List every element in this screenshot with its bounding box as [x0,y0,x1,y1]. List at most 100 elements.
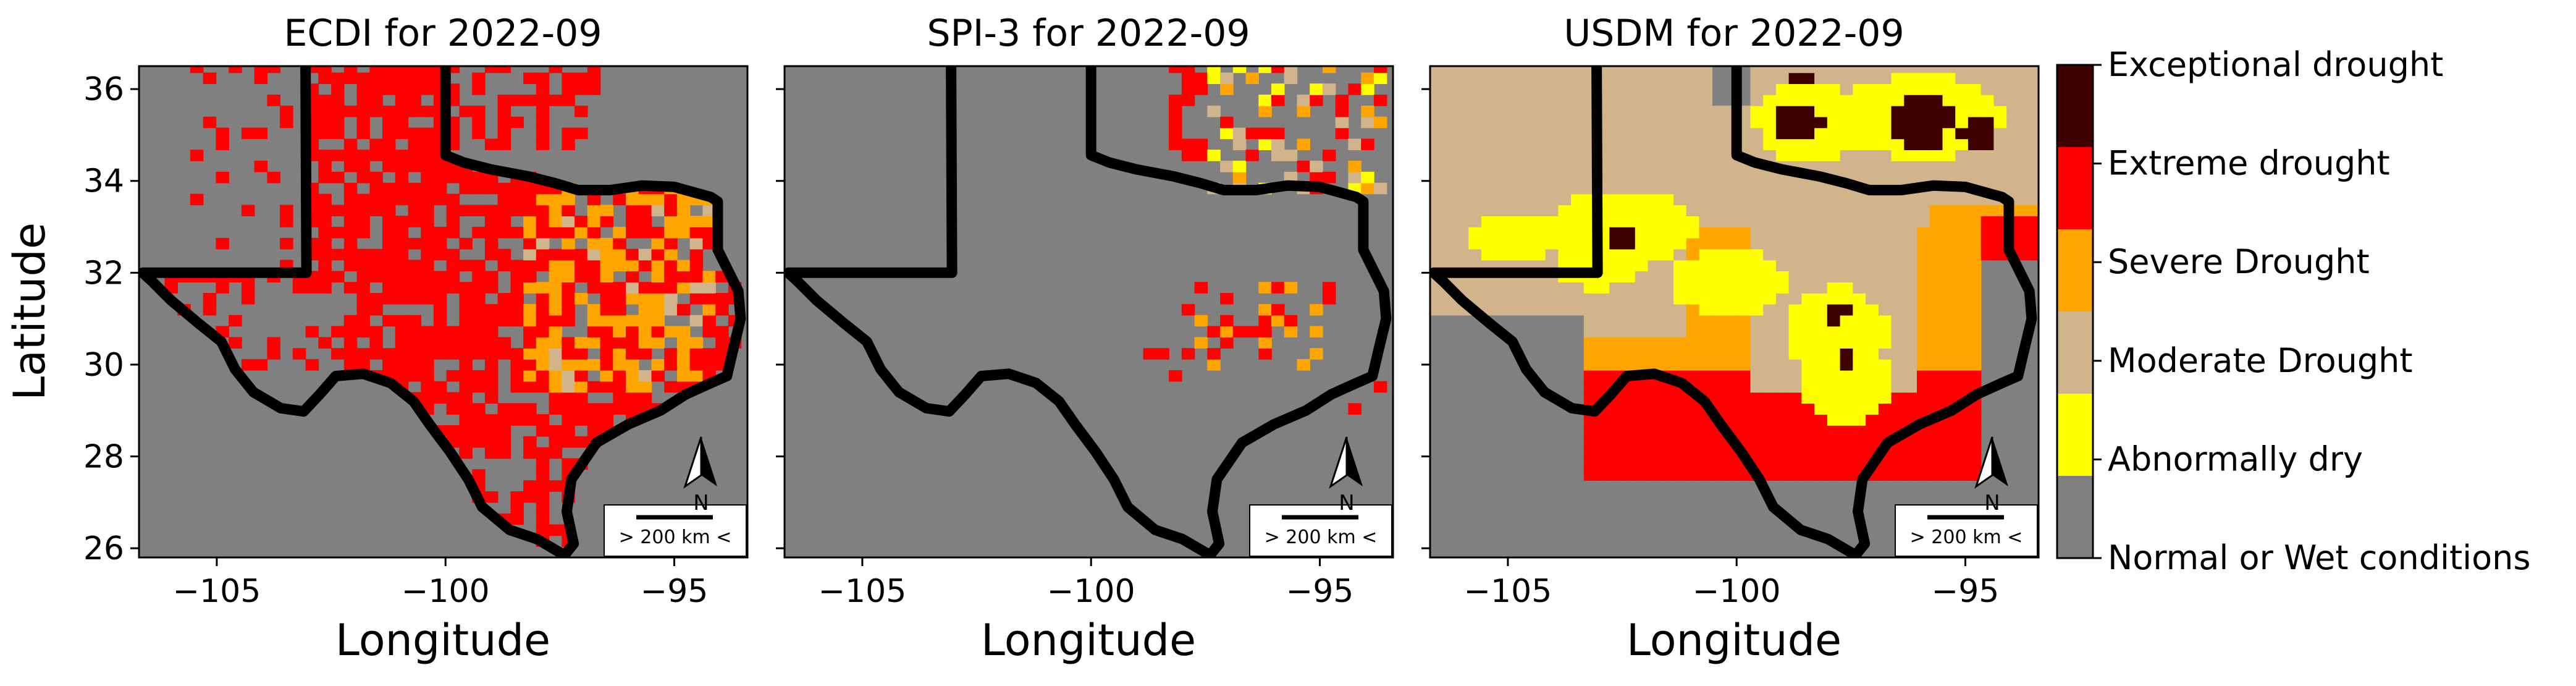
raster-cell [562,436,575,448]
raster-cell [343,260,358,272]
raster-cell [497,260,511,272]
raster-cell [1558,161,1572,172]
raster-cell [536,480,550,492]
raster-cell [1532,161,1546,172]
raster-cell [446,326,460,338]
raster-cell [1929,150,1943,161]
raster-cell [1750,127,1764,140]
raster-cell [1699,425,1712,437]
raster-cell [1942,150,1956,161]
raster-cell [1258,326,1272,338]
raster-cell [343,150,358,161]
raster-cell [395,182,409,195]
raster-cell [1917,193,1930,206]
raster-cell [1968,315,1982,327]
raster-cell [1609,447,1623,459]
raster-cell [1494,182,1508,195]
raster-cell [1712,315,1725,327]
raster-cell [1271,150,1285,161]
raster-cell [1878,116,1892,129]
raster-cell [1878,127,1892,140]
raster-cell [1750,359,1764,371]
raster-cell [1840,425,1854,437]
raster-cell [510,282,524,294]
raster-cell [510,116,524,129]
raster-cell [1622,227,1636,239]
raster-cell [1929,161,1943,172]
raster-cell [446,392,460,404]
raster-cell [1929,348,1943,360]
raster-cell [651,337,665,349]
raster-cell [1904,150,1917,161]
raster-cell [1929,315,1943,327]
raster-cell [1801,182,1815,195]
raster-cell [1724,237,1738,250]
raster-cell [626,193,639,206]
raster-cell [1929,436,1943,448]
raster-cell [331,150,345,161]
raster-cell [1609,414,1623,426]
raster-cell [421,216,434,227]
raster-cell [421,150,434,161]
raster-cell [1750,227,1764,239]
raster-cell [1827,150,1841,161]
raster-cell [1271,127,1285,140]
raster-cell [1442,150,1457,161]
raster-cell [1699,248,1712,261]
raster-cell [1840,72,1854,84]
raster-cell [1840,370,1854,382]
raster-cell [1297,359,1310,371]
raster-cell [1532,72,1546,84]
raster-cell [1169,116,1182,129]
raster-cell [1853,248,1866,261]
raster-cell [1520,127,1533,140]
raster-cell [676,216,691,227]
raster-cell [1904,260,1917,272]
raster-cell [408,359,421,371]
raster-cell [1750,248,1764,261]
raster-cell [1532,237,1546,250]
raster-cell [2006,171,2020,184]
raster-cell [1968,414,1982,426]
raster-cell [562,370,575,382]
raster-cell [1699,193,1712,206]
raster-cell [1891,303,1905,316]
raster-cell [343,205,358,216]
raster-cell [2006,72,2020,84]
raster-cell [613,403,626,415]
raster-cell [1686,150,1700,161]
raster-cell [2019,193,2033,206]
raster-cell [1878,282,1892,294]
raster-cell [1635,95,1649,106]
raster-cell [1661,72,1674,84]
raster-cell [1181,83,1195,95]
raster-cell [1648,150,1661,161]
raster-cell [1430,72,1444,84]
raster-cell [382,282,396,294]
raster-cell [1788,260,1803,272]
raster-cell [1622,72,1636,84]
raster-cell [600,205,613,216]
raster-cell [484,66,499,74]
raster-cell [1955,414,1969,426]
raster-cell [1853,326,1866,338]
raster-cell [1635,171,1649,184]
raster-cell [651,260,665,272]
raster-cell [1558,282,1572,294]
raster-cell [408,205,421,216]
raster-cell [1571,83,1585,95]
raster-cell [1635,326,1649,338]
raster-cell [1878,458,1892,470]
raster-cell [331,171,345,184]
raster-cell [1481,161,1495,172]
colorbar-label: Moderate Drought [2108,341,2413,380]
raster-cell [1609,116,1623,129]
raster-cell [1481,282,1495,294]
raster-cell [1361,83,1374,95]
raster-cell [1442,127,1457,140]
raster-cell [318,72,332,84]
raster-cell [472,227,486,239]
raster-cell [1322,171,1336,184]
raster-cell [1968,447,1982,459]
raster-cell [1532,193,1546,206]
